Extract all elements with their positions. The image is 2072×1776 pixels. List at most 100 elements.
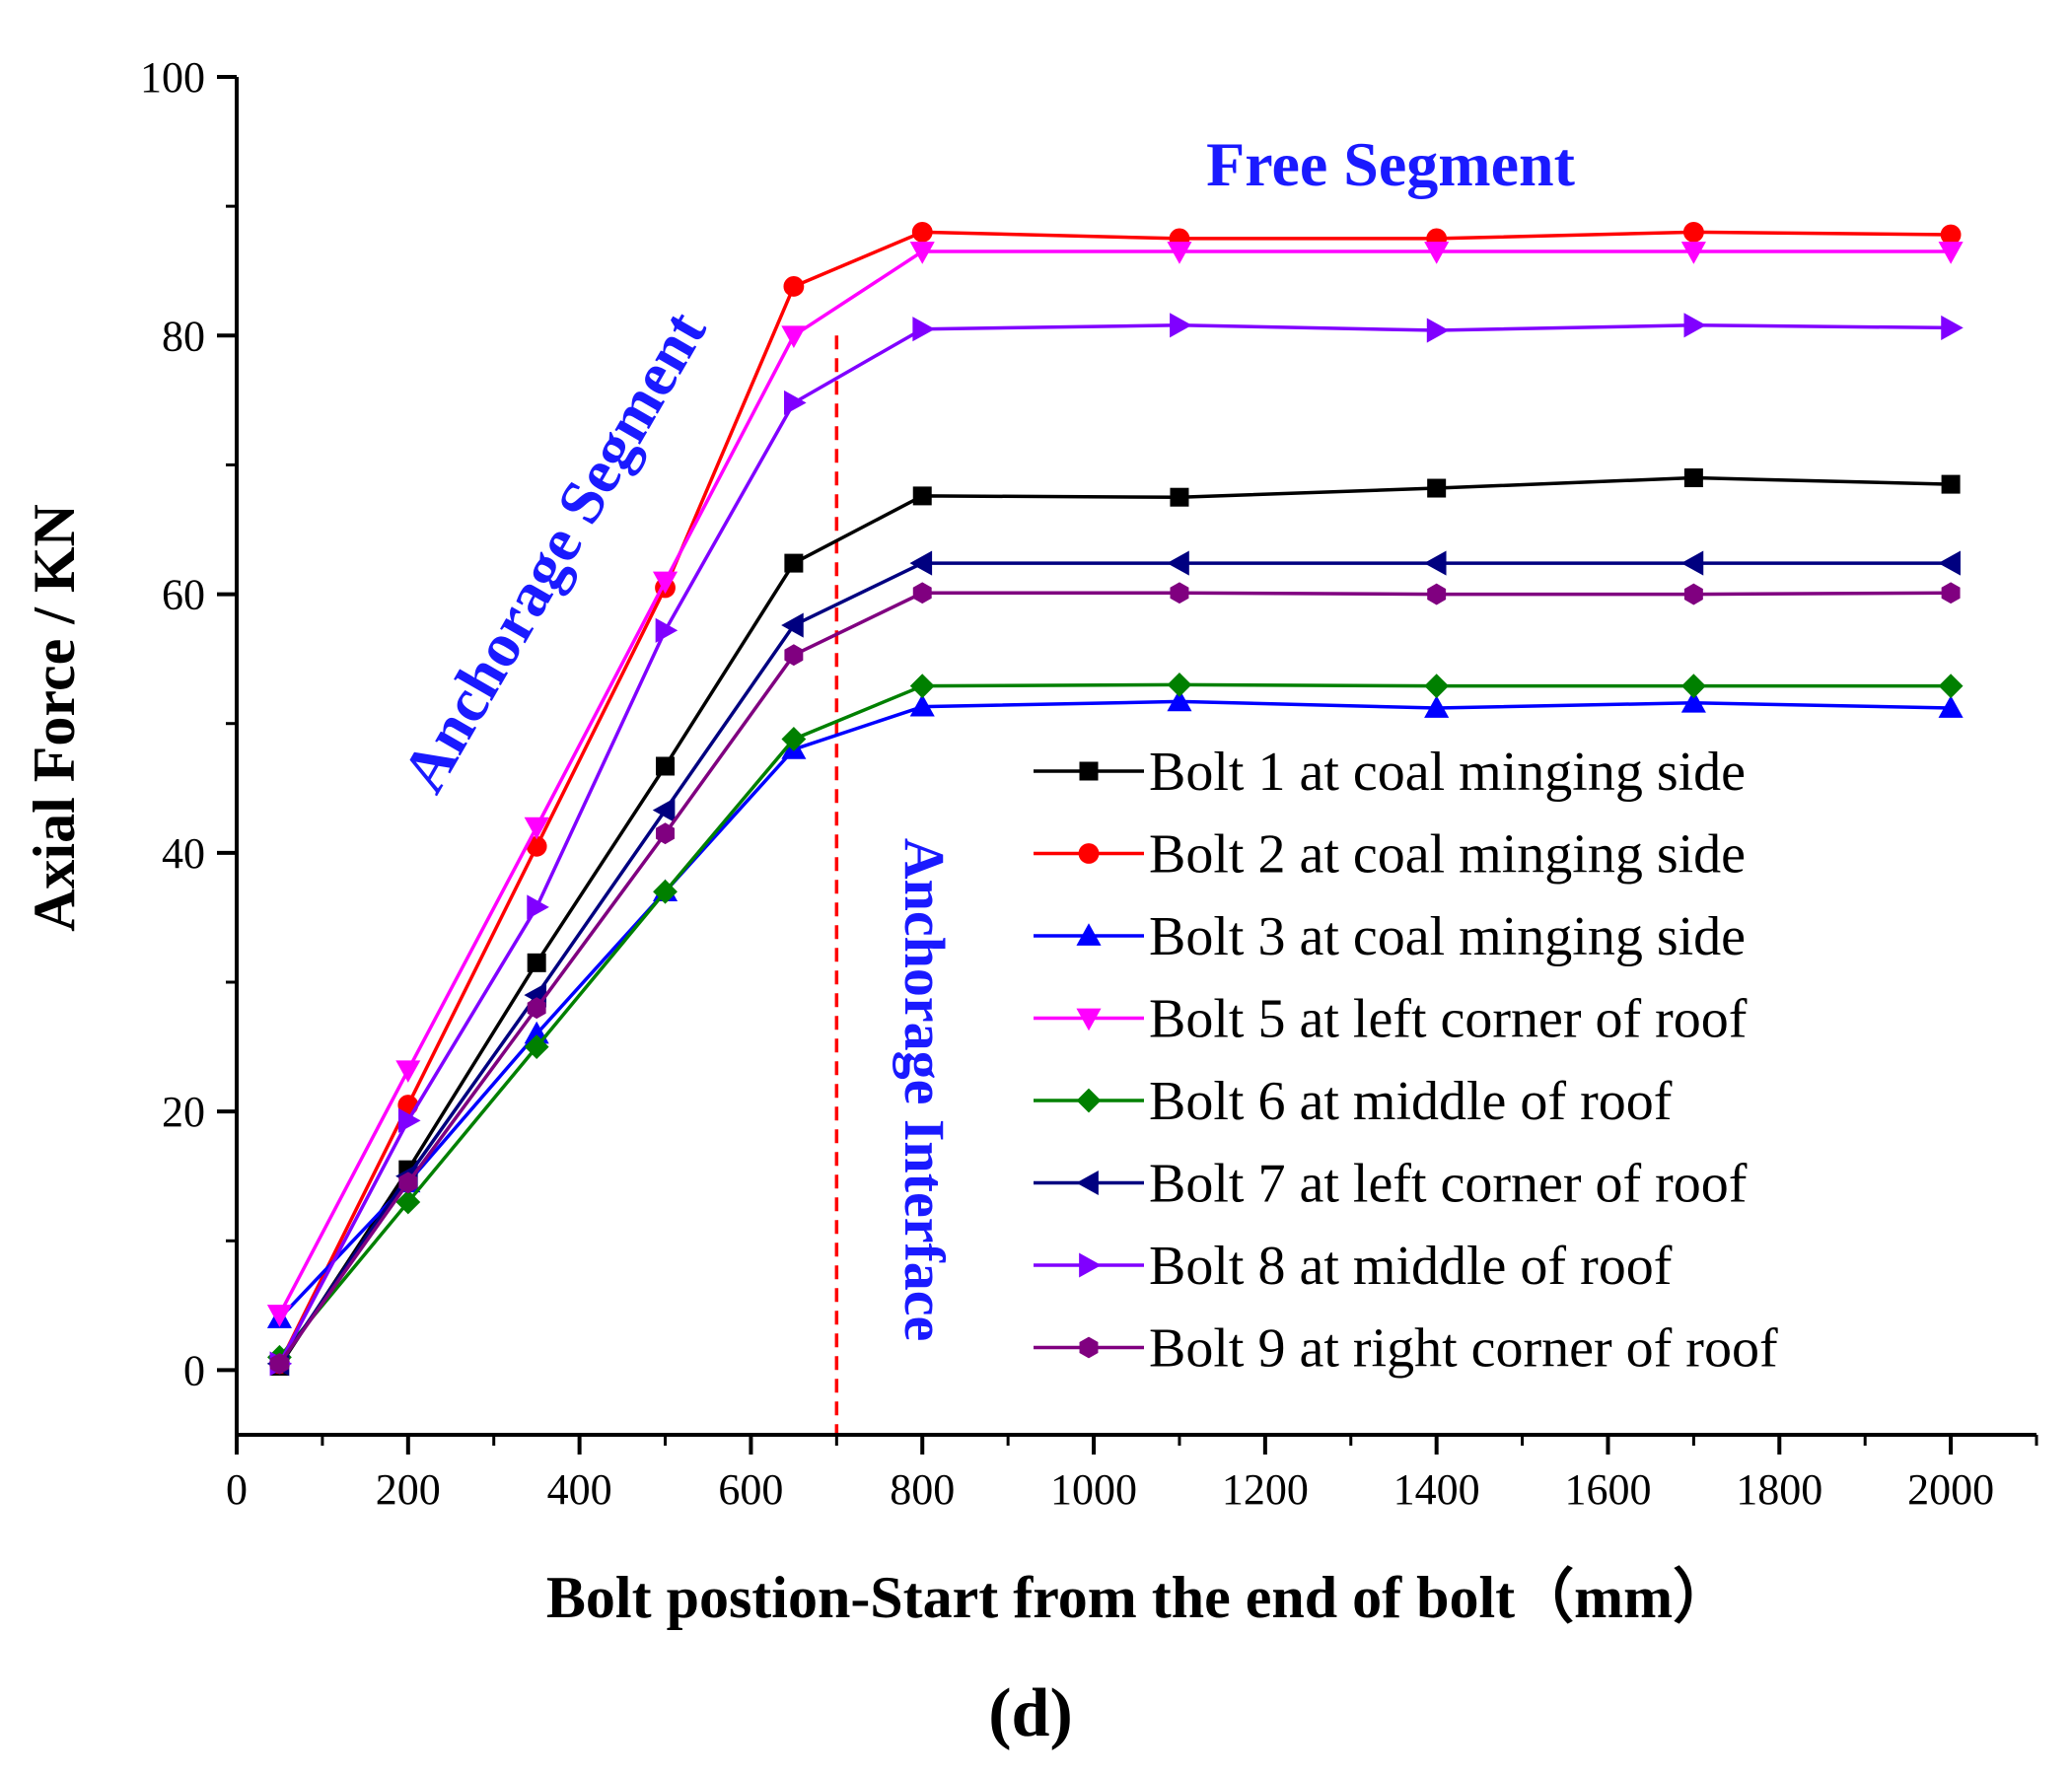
series-line [278,682,1952,1359]
data-point [395,1060,421,1083]
figure-caption: (d) [988,1675,1073,1751]
data-point [784,644,804,667]
legend-label: Bolt 1 at coal minging side [1149,742,1746,803]
legend-marker [1079,761,1099,781]
free-segment-label: Free Segment [1206,129,1575,199]
legend-label: Bolt 9 at right corner of roof [1149,1318,1778,1380]
data-point [1424,695,1450,718]
legend-label: Bolt 5 at left corner of roof [1149,989,1748,1050]
x-tick-label: 1200 [1222,1465,1309,1514]
data-point [912,486,932,506]
data-point [912,582,932,604]
data-point [1427,478,1447,498]
data-point [911,221,933,243]
data-point [1424,674,1450,699]
x-tick-label: 1600 [1564,1465,1651,1514]
legend-item: Bolt 5 at left corner of roof [1034,989,1748,1050]
x-tick-label: 1800 [1736,1465,1822,1514]
x-tick-label: 200 [376,1465,441,1514]
data-point [909,242,935,264]
legend-item: Bolt 1 at coal minging side [1034,742,1746,803]
legend-marker [1076,1088,1102,1113]
data-point [784,390,807,416]
series-8 [269,582,1961,1375]
data-point [909,550,933,576]
anchorage-segment-label: Anchorage Segment [388,299,719,804]
data-point [524,817,549,840]
data-point [652,798,676,823]
data-point [266,1305,293,1327]
x-tick-label: 0 [226,1465,248,1514]
series-5 [267,672,1964,1370]
data-point [1426,318,1450,343]
data-point [1167,672,1192,697]
data-point [1423,550,1447,576]
data-point [1938,242,1964,264]
data-point [1427,583,1447,605]
legend-marker [1079,1336,1099,1359]
legend-label: Bolt 7 at left corner of roof [1149,1154,1748,1215]
data-point [1941,474,1961,494]
legend-label: Bolt 6 at middle of roof [1149,1071,1673,1132]
legend-label: Bolt 2 at coal minging side [1149,824,1746,886]
legend-marker [1078,843,1100,864]
data-point [1940,224,1962,246]
x-tick-label: 2000 [1907,1465,1994,1514]
data-point [1683,313,1707,338]
y-tick-label: 80 [162,312,205,360]
data-point [909,674,935,699]
x-tick-label: 600 [718,1465,783,1514]
legend-label: Bolt 3 at coal minging side [1149,906,1746,967]
legend-label: Bolt 8 at middle of roof [1149,1236,1673,1297]
y-tick-label: 20 [162,1088,205,1136]
series-line [277,475,1952,1368]
data-point [1680,690,1706,713]
y-tick-label: 0 [183,1346,205,1394]
data-point [655,617,679,643]
legend-marker [1076,1008,1102,1031]
data-point [1170,313,1192,338]
data-point [1683,583,1703,605]
data-point [1170,582,1189,604]
data-point [912,317,935,342]
data-point [1167,550,1189,576]
x-tick-label: 1000 [1050,1465,1137,1514]
data-point [395,1189,421,1215]
legend-item: Bolt 8 at middle of roof [1034,1236,1673,1297]
series-line [277,230,1952,1365]
legend-item: Bolt 9 at right corner of roof [1034,1318,1778,1380]
y-tick-label: 60 [162,571,205,619]
series-line [277,323,1952,1365]
data-point [1170,487,1189,507]
data-point [1941,315,1964,340]
data-point [524,1034,549,1059]
data-point [781,727,807,751]
series-7 [269,313,1964,1377]
y-tick-label: 40 [162,829,205,878]
y-axis-title: Axial Force / KN [22,504,87,932]
data-point [1938,695,1964,718]
x-tick-label: 800 [890,1465,955,1514]
data-point [1680,674,1706,699]
legend-item: Bolt 6 at middle of roof [1034,1071,1673,1132]
legend-item: Bolt 3 at coal minging side [1034,906,1746,967]
legend-item: Bolt 7 at left corner of roof [1034,1154,1748,1215]
data-point [781,325,807,349]
data-point [656,756,676,776]
legend: Bolt 1 at coal minging side Bolt 2 at coa… [1034,742,1778,1380]
data-point [783,276,805,297]
legend-marker [1076,923,1102,946]
data-point [1938,550,1961,576]
legend-item: Bolt 2 at coal minging side [1034,824,1746,886]
data-point [397,1107,421,1133]
data-point [1167,242,1192,264]
data-point [1167,688,1192,712]
data-point [398,1172,418,1194]
x-tick-label: 1400 [1393,1465,1480,1514]
data-point [781,612,804,638]
y-tick-label: 100 [140,53,205,102]
data-point [1424,242,1450,264]
data-point [1941,582,1961,604]
data-point [1938,674,1964,699]
